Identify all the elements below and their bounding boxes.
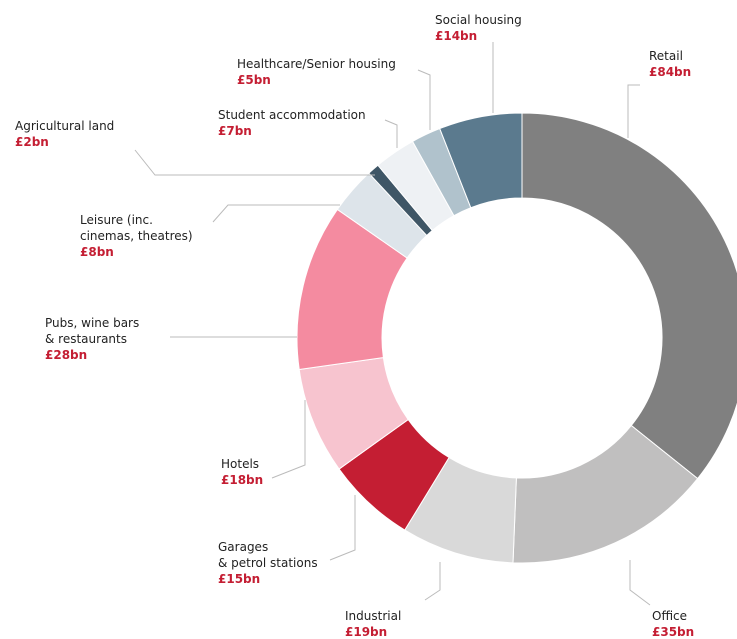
slice-label: Social housing £14bn (435, 12, 522, 44)
category-name: Hotels (221, 457, 260, 471)
leader-line (384, 119, 398, 148)
value-label: £5bn (237, 73, 271, 87)
slice-label: Office £35bn (652, 608, 694, 639)
slice-label: Agricultural land £2bn (15, 118, 114, 150)
leader-line (417, 69, 431, 130)
category-name: Healthcare/Senior housing (237, 57, 396, 71)
leader-line (629, 560, 651, 606)
category-name: Pubs, wine bars & restaurants (45, 316, 140, 346)
category-name: Leisure (inc. cinemas, theatres) (80, 213, 193, 243)
value-label: £35bn (652, 625, 695, 639)
value-label: £7bn (218, 124, 252, 138)
category-name: Agricultural land (15, 119, 115, 133)
leader-line (424, 562, 441, 601)
slice-label: Industrial £19bn (345, 608, 401, 639)
value-label: £14bn (435, 29, 478, 43)
leader-line (329, 495, 356, 561)
value-label: £84bn (649, 65, 692, 79)
donut-slice (439, 112, 523, 209)
slice-label: Healthcare/Senior housing £5bn (237, 56, 396, 88)
value-label: £19bn (345, 625, 388, 639)
leader-line (627, 84, 640, 138)
slice-label: Hotels £18bn (221, 456, 263, 488)
slice-label: Pubs, wine bars & restaurants £28bn (45, 315, 139, 363)
leader-line (134, 149, 375, 176)
slice-label: Student accommodation £7bn (218, 107, 366, 139)
value-label: £18bn (221, 473, 264, 487)
category-name: Garages & petrol stations (218, 540, 318, 570)
value-label: £15bn (218, 572, 261, 586)
value-label: £28bn (45, 348, 88, 362)
slice-label: Garages & petrol stations £15bn (218, 539, 318, 587)
category-name: Student accommodation (218, 108, 366, 122)
slice-label: Leisure (inc. cinemas, theatres) £8bn (80, 212, 193, 260)
leader-line (212, 204, 340, 223)
leader-line (271, 400, 306, 479)
category-name: Industrial (345, 609, 402, 623)
donut-slice (521, 112, 737, 480)
slice-label: Retail £84bn (649, 48, 691, 80)
value-label: £2bn (15, 135, 49, 149)
category-name: Retail (649, 49, 683, 63)
category-name: Social housing (435, 13, 522, 27)
category-name: Office (652, 609, 688, 623)
value-label: £8bn (80, 245, 114, 259)
